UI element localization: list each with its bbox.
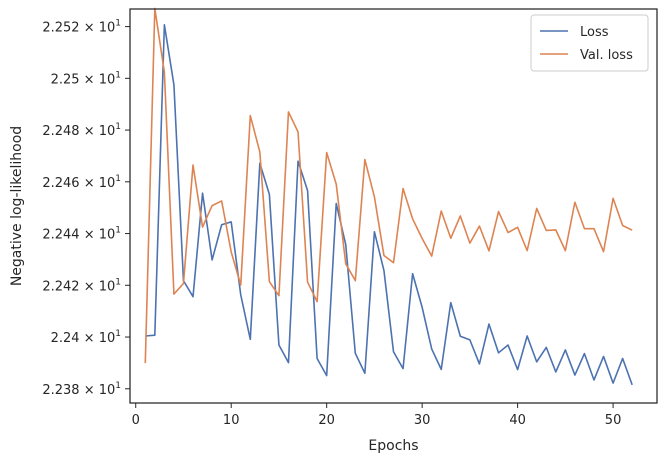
y-tick-label: 2.25 × 101	[51, 70, 121, 87]
legend-box	[530, 14, 649, 72]
plot-frame	[129, 8, 658, 404]
y-tick-label: 2.242 × 101	[42, 277, 121, 294]
series-group	[144, 7, 633, 386]
y-tick-label: 2.24 × 101	[51, 329, 121, 346]
y-tick-label: 2.238 × 101	[42, 381, 121, 398]
x-tick-label: 30	[414, 413, 431, 428]
legend: Loss Val. loss	[530, 14, 649, 72]
legend-label: Loss	[580, 25, 609, 40]
y-tick-label: 2.252 × 101	[42, 19, 121, 36]
y-axis: 2.238 × 101 2.24 × 101 2.242 × 101 2.244 × …	[42, 19, 130, 398]
y-axis-label: Negative log-likelihood	[9, 126, 25, 286]
x-tick-label: 40	[509, 413, 526, 428]
x-tick-label: 20	[318, 413, 335, 428]
x-tick-label: 10	[223, 413, 240, 428]
x-tick-label: 0	[132, 413, 140, 428]
x-axis-label: Epochs	[368, 438, 418, 454]
y-tick-label: 2.246 × 101	[42, 174, 121, 191]
legend-label: Val. loss	[580, 48, 633, 63]
series-line-1	[144, 7, 633, 364]
y-tick-label: 2.248 × 101	[42, 122, 121, 139]
x-tick-label: 50	[605, 413, 622, 428]
y-tick-label: 2.244 × 101	[42, 226, 121, 243]
series-line-0	[145, 23, 633, 386]
x-axis: 0 10 20 30 40 50	[132, 403, 622, 428]
